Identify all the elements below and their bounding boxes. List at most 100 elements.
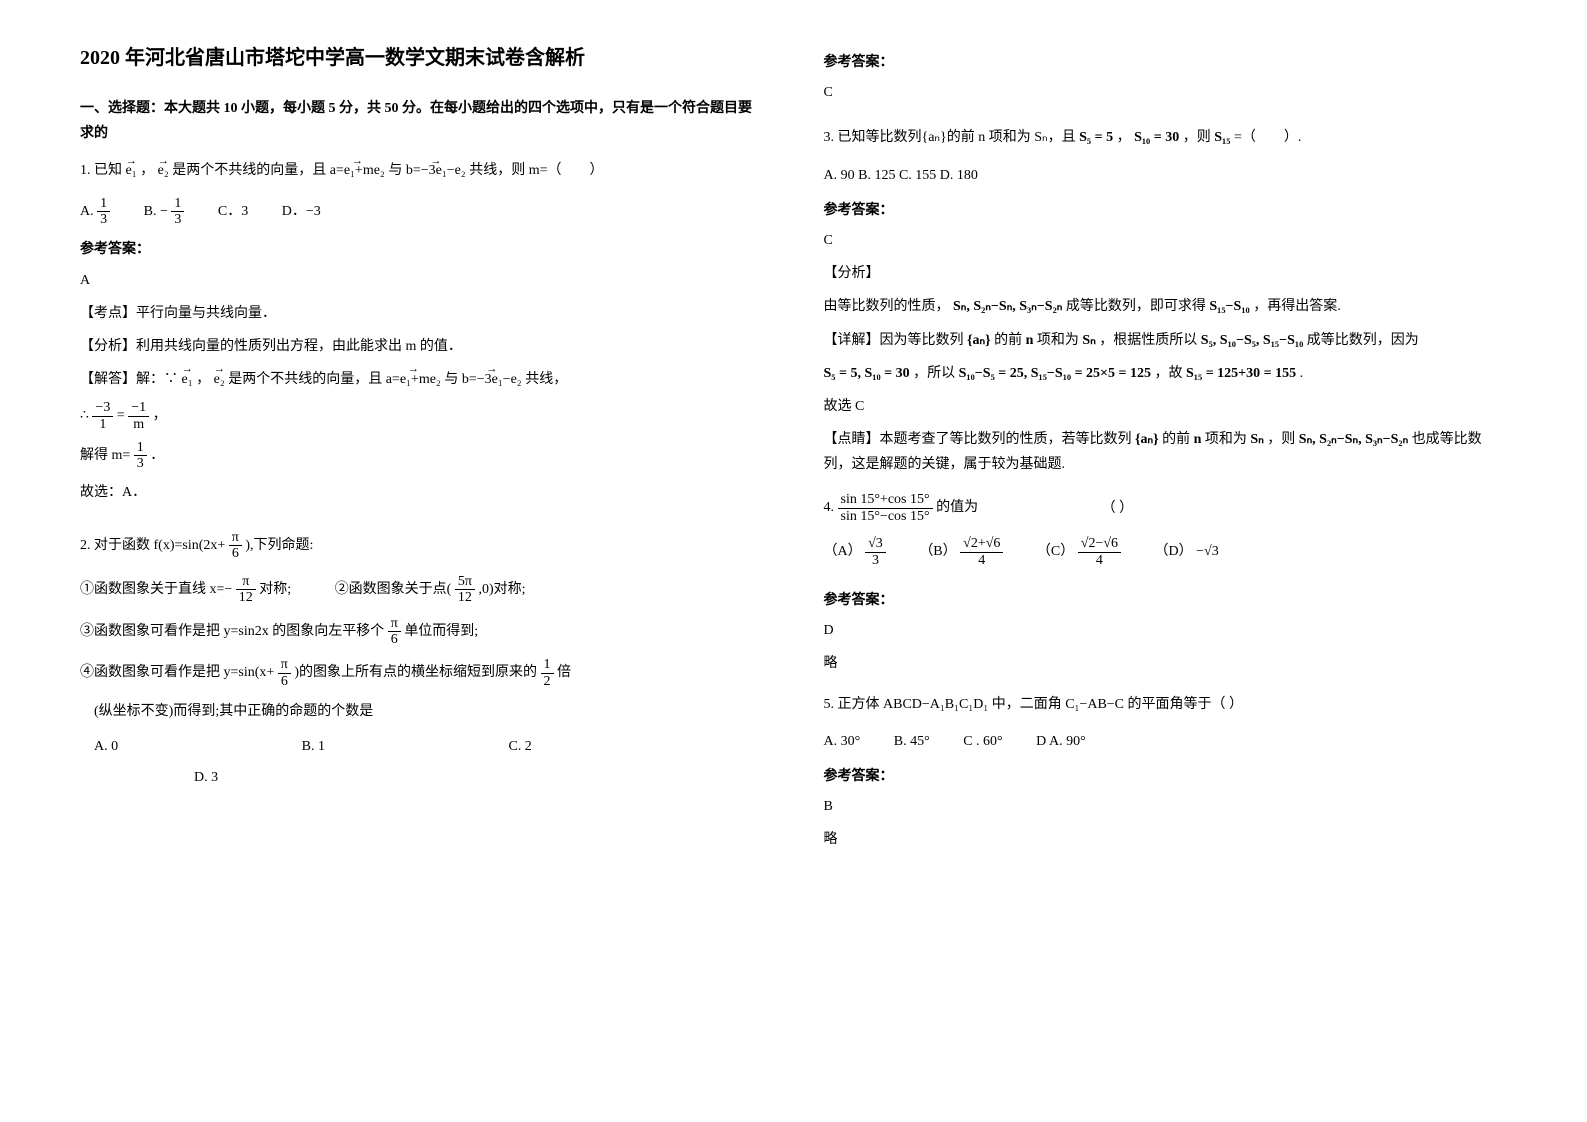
q3-dj-mid3: ，则 [1267,432,1299,447]
q3-dj-sn: Sₙ [1250,432,1263,447]
q1-jieda-mid4: 共线， [525,372,567,387]
question-4: 4. sin 15°+cos 15°sin 15°−cos 15° 的值为 （ … [824,492,1508,524]
q3-xj2-mid: ，所以 [913,366,959,381]
q3-s5: S₅ = 5 [1079,130,1113,145]
q2-sub1-den: 12 [236,590,256,605]
q3-xj-seq: S₅, S₁₀−S₅, S₁₅−S₁₀ [1201,333,1303,348]
q4-optD-label: （D） [1155,544,1193,559]
q3-answer-value: C [824,228,1508,253]
q2-sub3-den: 6 [388,632,401,647]
document-title: 2020 年河北省唐山市塔坨中学高一数学文期末试卷含解析 [80,40,764,76]
q4-optB-num: √2+√6 [960,536,1003,552]
vec-e2-2: e₂ [214,367,225,392]
q3-comma1: ， [1117,130,1131,145]
q2-stem-pre: 2. 对于函数 f(x)=sin(2x+ [80,538,225,553]
q3-xj-post: 成等比数列，因为 [1307,333,1419,348]
q5-answer-label: 参考答案： [824,764,1508,789]
q2-sub4-post: 倍 [557,665,571,680]
q4-option-c: （C） √2−√64 [1037,536,1121,568]
q1-answer-label: 参考答案： [80,237,764,262]
q5-option-d: D A. 90° [1036,729,1086,754]
q1-option-d: D．−3 [282,199,321,224]
q2-sub4-num2: 1 [541,657,554,673]
q3-xiangjie: 【详解】因为等比数列 {aₙ} 的前 n 项和为 Sₙ ，根据性质所以 S₅, … [824,328,1508,353]
q4-optD-val: −√3 [1196,544,1219,559]
q4-stem-post: 的值为 [936,501,978,516]
q2-options: A. 0 B. 1 C. 2 D. 3 [80,734,764,789]
q3-fenxi: 由等比数列的性质， Sₙ, S₂ₙ−Sₙ, S₃ₙ−S₂ₙ 成等比数列，即可求得… [824,294,1508,319]
jiede-num: 1 [134,440,147,456]
q3-dj-mid1: 的前 [1162,432,1194,447]
q4-blank: （ ） [1102,501,1134,516]
q2-stem-post: ),下列命题: [245,538,313,553]
q3-xj2-a: S₅ = 5, S₁₀ = 30 [824,366,910,381]
optA-den: 3 [97,212,110,227]
q2-sub2-num: 5π [455,574,475,590]
question-2: 2. 对于函数 f(x)=sin(2x+ π6 ),下列命题: [80,530,764,562]
left-column: 2020 年河北省唐山市塔坨中学高一数学文期末试卷含解析 一、选择题：本大题共 … [80,40,764,861]
q1-jieda-mid2: 是两个不共线的向量，且 [228,372,382,387]
q2-answer-value: C [824,80,1508,105]
q3-stem-pre: 3. 已知等比数列{aₙ}的前 n 项和为 Sₙ，且 [824,130,1080,145]
q4-answer-label: 参考答案： [824,588,1508,613]
q1-options: A. 13 B. − 13 C．3 D．−3 [80,196,764,228]
q4-optC-label: （C） [1037,544,1074,559]
q2-option-d: D. 3 [194,765,764,790]
q4-optB-label: （B） [919,544,956,559]
q3-s15: S₁₅ [1214,130,1230,145]
q1-jieda-mid3: 与 [444,372,458,387]
q2-option-c: C. 2 [508,734,531,759]
q3-xj-mid1: 的前 [994,333,1026,348]
vec-a-2: a=e₁+me₂ [386,367,441,392]
q3-xj-mid2: 项和为 [1037,333,1083,348]
q1-jieda-pre: 【解答】解：∵ [80,372,178,387]
q4-stem-pre: 4. [824,501,838,516]
q2-sub2-pre: ②函数图象关于点( [335,582,452,597]
q2-sub3-num: π [388,616,401,632]
q3-guxuan: 故选 C [824,394,1508,419]
q2-sub4-line2: (纵坐标不变)而得到;其中正确的命题的个数是 [80,699,764,724]
q4-option-a: （A） √33 [824,536,886,568]
q1-comma: ， [140,163,154,178]
q1-jiede: 解得 m= 13 ． [80,440,764,472]
q1-option-a: A. 13 [80,196,110,228]
q2-sub4: ④函数图象可看作是把 y=sin(x+ π6 )的图象上所有点的横坐标缩短到原来… [80,657,764,689]
q2-sub4-den2: 2 [541,674,554,689]
q4-options: （A） √33 （B） √2+√6 4 （C） √2−√64 （D） −√3 [824,536,1508,568]
q3-fenxi-seq: Sₙ, S₂ₙ−Sₙ, S₃ₙ−S₂ₙ [953,299,1062,314]
q5-cube: ABCD−A₁B₁C₁D₁ [883,697,988,712]
q1-answer-value: A [80,268,764,293]
q3-s10: S₁₀ = 30 [1134,130,1179,145]
q1-so: ∴ [80,408,89,423]
q1-guxuan: 故选：A． [80,480,764,505]
q3-dj-pre: 【点睛】本题考查了等比数列的性质，若等比数列 [824,432,1136,447]
q4-answer-value: D [824,618,1508,643]
q3-dj-mid2: 项和为 [1205,432,1251,447]
optB-label: B. [144,204,160,219]
q3-xj-sn: Sₙ [1082,333,1095,348]
q4-option-d: （D） −√3 [1155,539,1219,564]
q2-sub3-post: 单位而得到; [404,624,478,639]
q4-optA-label: （A） [824,544,862,559]
q1-fenxi: 【分析】利用共线向量的性质列出方程，由此能求出 m 的值． [80,334,764,359]
q5-option-c: C . 60° [963,729,1002,754]
eq-l-num: −3 [92,400,113,416]
q3-fenxi-pre: 由等比数列的性质， [824,299,950,314]
vec-e2: e₂ [158,158,169,183]
q3-xj2-end: . [1300,366,1304,381]
q2-option-a: A. 0 [94,734,118,759]
q3-dj-an: {aₙ} [1135,432,1159,447]
q4-num-top: sin 15°+cos 15° [838,492,933,508]
q3-xj-mid3: ，根据性质所以 [1099,333,1201,348]
q4-optA-den: 3 [865,553,886,568]
q1-stem-mid3: 与 [388,163,406,178]
q2-sub4-mid: )的图象上所有点的横坐标缩短到原来的 [294,665,540,680]
q1-jieda-mid1: ， [196,372,210,387]
eq-r-num: −1 [128,400,149,416]
q3-xj2-mid2: ，故 [1155,366,1187,381]
right-column: 参考答案： C 3. 已知等比数列{aₙ}的前 n 项和为 Sₙ，且 S₅ = … [824,40,1508,861]
optA-num: 1 [97,196,110,212]
optB-num: 1 [171,196,184,212]
q4-optC-den: 4 [1078,553,1121,568]
q3-xiangjie-line2: S₅ = 5, S₁₀ = 30 ，所以 S₁₀−S₅ = 25, S₁₅−S₁… [824,361,1508,386]
